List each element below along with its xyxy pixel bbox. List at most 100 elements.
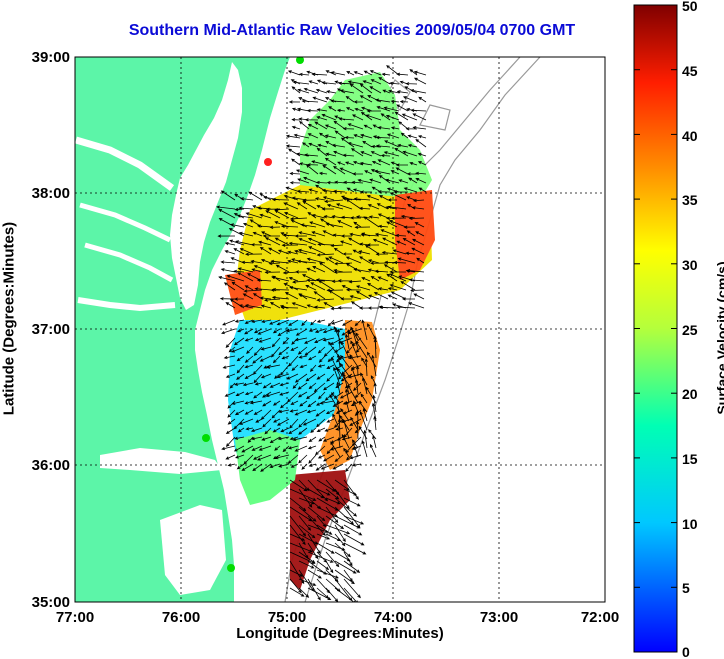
x-tick-label: 76:00 xyxy=(162,609,200,626)
velocity-vector xyxy=(316,253,335,257)
velocity-vector xyxy=(260,463,272,472)
velocity-vector xyxy=(345,288,362,292)
velocity-vector xyxy=(262,382,272,389)
velocity-vector xyxy=(241,445,254,453)
velocity-vector xyxy=(294,445,308,452)
velocity-vector xyxy=(323,302,335,309)
velocity-vector xyxy=(289,587,305,597)
velocity-vector xyxy=(339,362,350,377)
velocity-vector xyxy=(346,187,355,193)
velocity-vector xyxy=(354,107,364,112)
velocity-vector xyxy=(307,578,321,601)
velocity-vector xyxy=(321,113,337,121)
velocity-vector xyxy=(306,257,326,264)
velocity-vector xyxy=(290,400,299,405)
velocity-vector xyxy=(355,340,368,359)
station-marker-green[interactable] xyxy=(227,564,235,572)
velocity-vector xyxy=(220,268,236,273)
velocity-vector xyxy=(355,332,368,350)
velocity-vector xyxy=(343,551,353,567)
velocity-vector xyxy=(316,515,327,528)
velocity-vector xyxy=(325,551,340,568)
velocity-vector xyxy=(218,209,236,219)
velocity-vector xyxy=(339,391,353,399)
velocity-vector xyxy=(406,172,418,176)
velocity-vector xyxy=(278,409,290,414)
velocity-vector xyxy=(365,114,382,121)
velocity-vector xyxy=(413,70,427,76)
x-tick-label: 72:00 xyxy=(581,609,619,626)
velocity-vector xyxy=(220,190,236,201)
velocity-vector xyxy=(359,161,373,166)
velocity-vector xyxy=(311,72,328,77)
velocity-vector xyxy=(396,72,409,76)
velocity-vector xyxy=(386,133,400,139)
velocity-vector xyxy=(384,140,400,148)
station-marker-red[interactable] xyxy=(264,158,272,166)
velocity-vector xyxy=(340,354,350,368)
velocity-vector xyxy=(343,560,361,573)
velocity-vector xyxy=(253,409,263,415)
velocity-vector xyxy=(312,96,328,103)
velocity-vector xyxy=(233,248,245,255)
velocity-vector xyxy=(271,275,290,282)
velocity-vector xyxy=(245,212,263,219)
velocity-vector xyxy=(225,302,236,309)
velocity-vector xyxy=(270,346,281,358)
velocity-field xyxy=(225,72,435,590)
velocity-vector xyxy=(405,82,418,86)
velocity-vector xyxy=(316,542,335,554)
velocity-vector xyxy=(307,133,319,139)
velocity-vector xyxy=(326,288,344,292)
velocity-vector xyxy=(339,167,355,175)
velocity-vector xyxy=(222,319,236,326)
velocity-vector xyxy=(290,463,299,468)
velocity-vector xyxy=(417,161,427,166)
velocity-vector xyxy=(298,479,310,492)
velocity-vector xyxy=(405,251,416,255)
velocity-vector xyxy=(231,281,245,291)
velocity-vector xyxy=(342,319,353,326)
velocity-vector xyxy=(289,418,299,429)
velocity-vector xyxy=(400,132,409,139)
station-marker-green[interactable] xyxy=(296,56,304,64)
velocity-vector xyxy=(225,436,236,447)
velocity-vector xyxy=(315,184,328,193)
velocity-vector xyxy=(307,237,326,246)
velocity-vector xyxy=(340,341,350,359)
velocity-vector xyxy=(318,355,326,363)
velocity-vector xyxy=(216,205,236,210)
velocity-vector xyxy=(399,100,409,104)
velocity-vector xyxy=(333,165,346,175)
velocity-vector xyxy=(334,488,350,510)
velocity-vector xyxy=(325,497,341,505)
velocity-vector xyxy=(355,285,371,291)
velocity-vector xyxy=(307,123,319,130)
velocity-vector xyxy=(271,197,290,202)
velocity-vector xyxy=(350,416,359,431)
velocity-vector xyxy=(315,180,328,185)
velocity-vector xyxy=(337,279,353,283)
velocity-vector xyxy=(364,358,368,377)
velocity-vector xyxy=(343,542,367,555)
velocity-vector xyxy=(342,127,355,131)
velocity-vector xyxy=(244,337,254,342)
velocity-vector xyxy=(316,116,328,121)
velocity-vector xyxy=(409,68,418,76)
velocity-vector xyxy=(251,319,263,324)
velocity-vector xyxy=(272,287,290,292)
velocity-vector xyxy=(333,391,344,399)
velocity-vector xyxy=(317,242,335,247)
velocity-vector xyxy=(245,427,254,431)
velocity-vector xyxy=(314,328,326,333)
velocity-vector xyxy=(335,382,344,389)
velocity-vector xyxy=(306,278,326,282)
velocity-vector xyxy=(337,418,342,440)
velocity-vector xyxy=(358,206,371,211)
velocity-vector xyxy=(366,243,380,247)
velocity-vector xyxy=(368,215,380,219)
station-marker-green[interactable] xyxy=(202,434,210,442)
velocity-vector xyxy=(234,319,245,323)
velocity-vector xyxy=(225,427,236,435)
velocity-vector xyxy=(359,256,371,264)
